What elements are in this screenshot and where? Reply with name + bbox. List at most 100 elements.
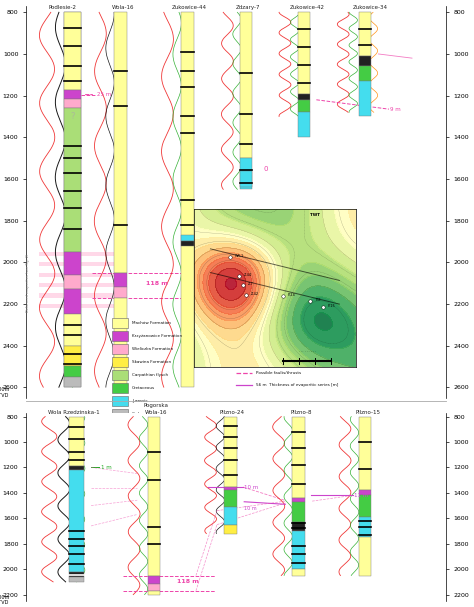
Text: Zukowice-42: Zukowice-42 [290, 5, 325, 10]
Text: Z-42: Z-42 [251, 291, 259, 296]
Bar [112, 331, 128, 341]
Text: Wola Rzedzinska-1: Wola Rzedzinska-1 [48, 410, 100, 415]
Text: Pilzno-8: Pilzno-8 [290, 410, 311, 415]
Bar [240, 171, 252, 187]
Text: Z-7: Z-7 [247, 282, 254, 286]
Bar [112, 396, 128, 406]
Bar [69, 572, 84, 577]
Text: Machów Formation: Machów Formation [132, 322, 171, 325]
Text: Wieliczka Formation: Wieliczka Formation [132, 347, 173, 351]
Bar [64, 383, 81, 387]
Bar [148, 575, 160, 585]
Text: Jurassic: Jurassic [132, 399, 148, 403]
Bar [69, 416, 84, 466]
Text: TWT: TWT [310, 212, 320, 217]
Bar [64, 275, 81, 290]
Bar [64, 291, 81, 304]
Bar [39, 304, 114, 308]
Text: 118 m: 118 m [146, 280, 167, 285]
Text: Carboniferous: Carboniferous [132, 412, 161, 416]
Bar [114, 273, 127, 287]
Text: 0: 0 [263, 166, 268, 172]
Text: Gamma Ray: Gamma Ray [256, 320, 282, 325]
Bar [292, 522, 305, 531]
Bar [359, 66, 371, 81]
Bar [64, 290, 81, 314]
Text: Carpathian flysch: Carpathian flysch [132, 373, 168, 377]
Bar [112, 409, 128, 419]
Text: 10 m: 10 m [244, 484, 258, 490]
Bar [148, 416, 160, 575]
Bar [64, 90, 81, 99]
Bar [359, 537, 371, 575]
Text: Resistivity: Resistivity [256, 345, 277, 350]
Bar [292, 416, 305, 498]
Bar [64, 316, 81, 341]
Text: ?: ? [70, 112, 74, 121]
Text: Neutron-Gamma: Neutron-Gamma [256, 333, 291, 337]
Text: Possible faults/thrusts: Possible faults/thrusts [256, 371, 301, 375]
Bar [359, 495, 371, 517]
Bar [39, 262, 114, 266]
Text: 11 m: 11 m [354, 493, 368, 498]
Bar [64, 99, 81, 108]
Bar [64, 341, 81, 370]
Bar [148, 591, 160, 595]
Bar [292, 569, 305, 575]
Text: Z-44: Z-44 [244, 273, 253, 277]
Bar [112, 319, 128, 328]
Text: · · ·  · · ·  · · ·: · · · · · · · · · [299, 350, 316, 354]
Text: 10 m: 10 m [244, 506, 257, 510]
Bar [64, 92, 81, 102]
Bar [39, 252, 114, 256]
Bar [292, 502, 305, 522]
Bar [225, 490, 237, 507]
Bar [64, 108, 81, 252]
Text: P-8: P-8 [315, 298, 321, 302]
Bar [64, 12, 81, 92]
Bar [69, 577, 84, 582]
Bar [359, 416, 371, 490]
Bar [64, 314, 81, 345]
Bar [114, 297, 127, 387]
Bar [292, 498, 305, 502]
Text: Krzyżanowice Formation: Krzyżanowice Formation [132, 334, 182, 338]
Bar [225, 524, 237, 534]
Bar [359, 12, 371, 56]
Bar [298, 93, 310, 100]
Text: 2600m
SSTVD: 2600m SSTVD [0, 387, 9, 398]
Bar [64, 102, 81, 106]
Bar [64, 12, 81, 90]
Bar [225, 416, 237, 486]
Text: Zukowice-44: Zukowice-44 [172, 5, 207, 10]
Bar [240, 12, 252, 158]
Bar [359, 56, 371, 66]
Bar [359, 490, 371, 495]
Text: 118 m: 118 m [177, 579, 199, 585]
Bar [148, 585, 160, 591]
Bar [112, 383, 128, 393]
Text: Pilzno-24: Pilzno-24 [219, 410, 244, 415]
Bar [112, 344, 128, 354]
Text: 56 m  Thickness of evaporitic series [m]: 56 m Thickness of evaporitic series [m] [256, 383, 338, 387]
Text: Podlesie-2: Podlesie-2 [49, 5, 77, 10]
Text: 25 m: 25 m [97, 92, 111, 97]
Bar [64, 345, 81, 367]
Bar [39, 293, 114, 297]
Bar [298, 112, 310, 137]
Text: Skawina Formation: Skawina Formation [132, 360, 171, 364]
Bar [64, 370, 81, 383]
Text: WR-1: WR-1 [235, 254, 244, 258]
Text: 1 m: 1 m [101, 465, 111, 470]
Bar [181, 12, 194, 387]
Bar [240, 158, 252, 189]
Text: P-24: P-24 [288, 293, 296, 297]
Bar [292, 531, 305, 569]
Bar [298, 100, 310, 112]
Bar [69, 470, 84, 572]
Text: Zukowice-34: Zukowice-34 [353, 5, 388, 10]
Bar [359, 81, 371, 117]
Bar [181, 242, 194, 246]
Bar [64, 252, 81, 275]
Text: Wola-16: Wola-16 [145, 410, 167, 415]
